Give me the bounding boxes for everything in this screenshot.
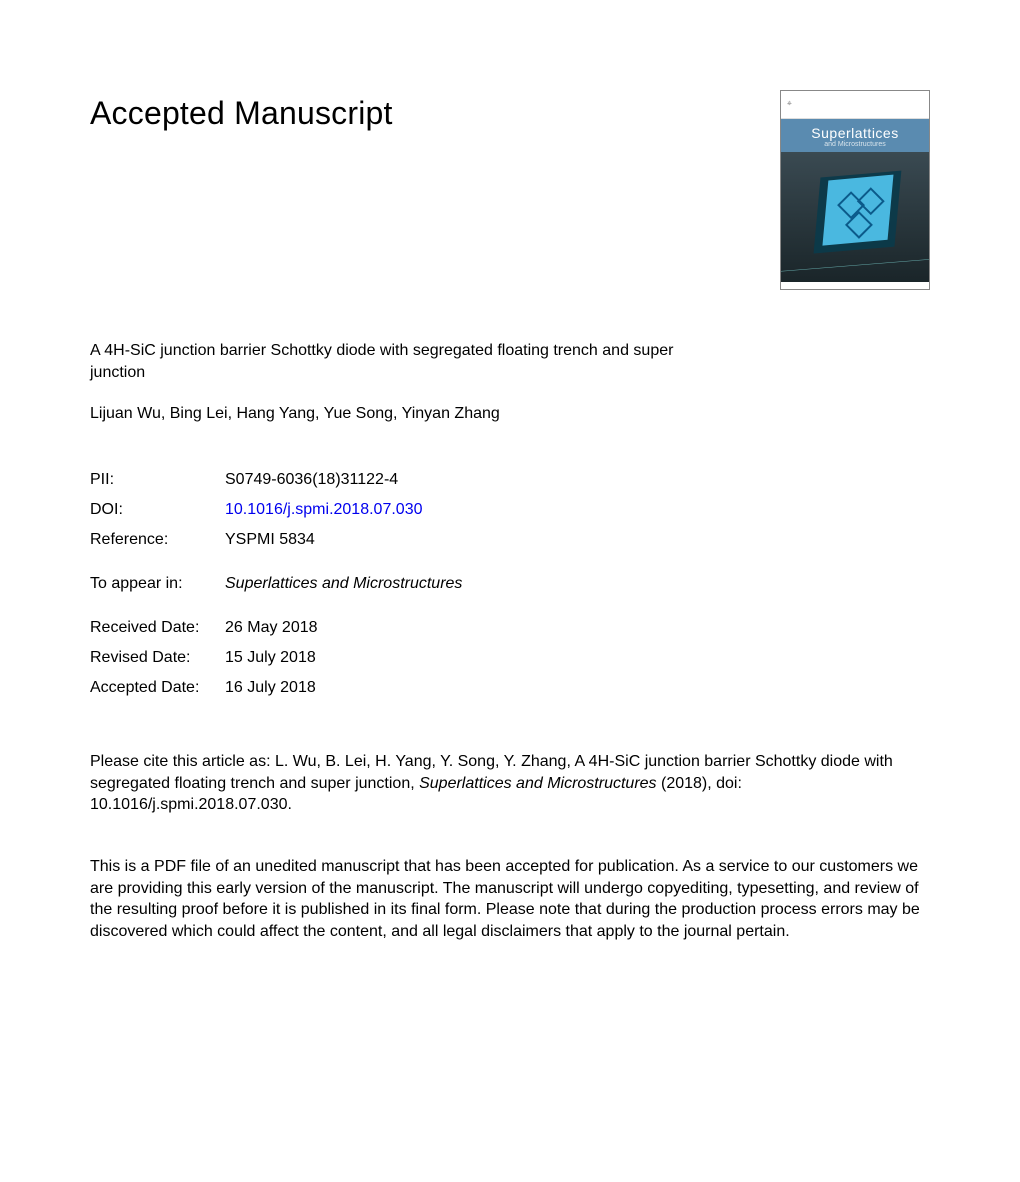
authors: Lijuan Wu, Bing Lei, Hang Yang, Yue Song… (90, 405, 930, 423)
journal-name-line1: Superlattices (783, 125, 927, 141)
meta-row-reference: Reference: YSPMI 5834 (90, 525, 462, 555)
publisher-mark: ⎈ (787, 101, 792, 108)
cover-top-strip: ⎈ (781, 91, 929, 119)
meta-row-appear: To appear in: Superlattices and Microstr… (90, 569, 462, 599)
meta-value: S0749-6036(18)31122-4 (225, 465, 462, 495)
meta-label: PII: (90, 465, 225, 495)
meta-label: To appear in: (90, 569, 225, 599)
meta-row-received: Received Date: 26 May 2018 (90, 613, 462, 643)
meta-value: YSPMI 5834 (225, 525, 462, 555)
cover-art-svg (781, 152, 929, 282)
meta-label: Reference: (90, 525, 225, 555)
meta-label: Received Date: (90, 613, 225, 643)
disclaimer-text: This is a PDF file of an unedited manusc… (90, 856, 930, 942)
page-heading: Accepted Manuscript (90, 95, 393, 132)
meta-value: 26 May 2018 (225, 613, 462, 643)
meta-row-pii: PII: S0749-6036(18)31122-4 (90, 465, 462, 495)
journal-cover: ⎈ Superlattices and Microstructures (780, 90, 930, 290)
meta-row-doi: DOI: 10.1016/j.spmi.2018.07.030 (90, 495, 462, 525)
meta-label: Accepted Date: (90, 673, 225, 703)
meta-value-journal: Superlattices and Microstructures (225, 569, 462, 599)
meta-row-accepted: Accepted Date: 16 July 2018 (90, 673, 462, 703)
meta-row-revised: Revised Date: 15 July 2018 (90, 643, 462, 673)
citation-journal: Superlattices and Microstructures (419, 775, 656, 792)
doi-link[interactable]: 10.1016/j.spmi.2018.07.030 (225, 501, 422, 518)
meta-label: DOI: (90, 495, 225, 525)
cover-title-band: Superlattices and Microstructures (781, 119, 929, 152)
cover-art (781, 152, 929, 282)
citation-text: Please cite this article as: L. Wu, B. L… (90, 751, 930, 816)
meta-label: Revised Date: (90, 643, 225, 673)
meta-value: 16 July 2018 (225, 673, 462, 703)
metadata-table: PII: S0749-6036(18)31122-4 DOI: 10.1016/… (90, 465, 462, 703)
article-title: A 4H-SiC junction barrier Schottky diode… (90, 340, 730, 383)
meta-value: 15 July 2018 (225, 643, 462, 673)
journal-name-line2: and Microstructures (783, 141, 927, 148)
